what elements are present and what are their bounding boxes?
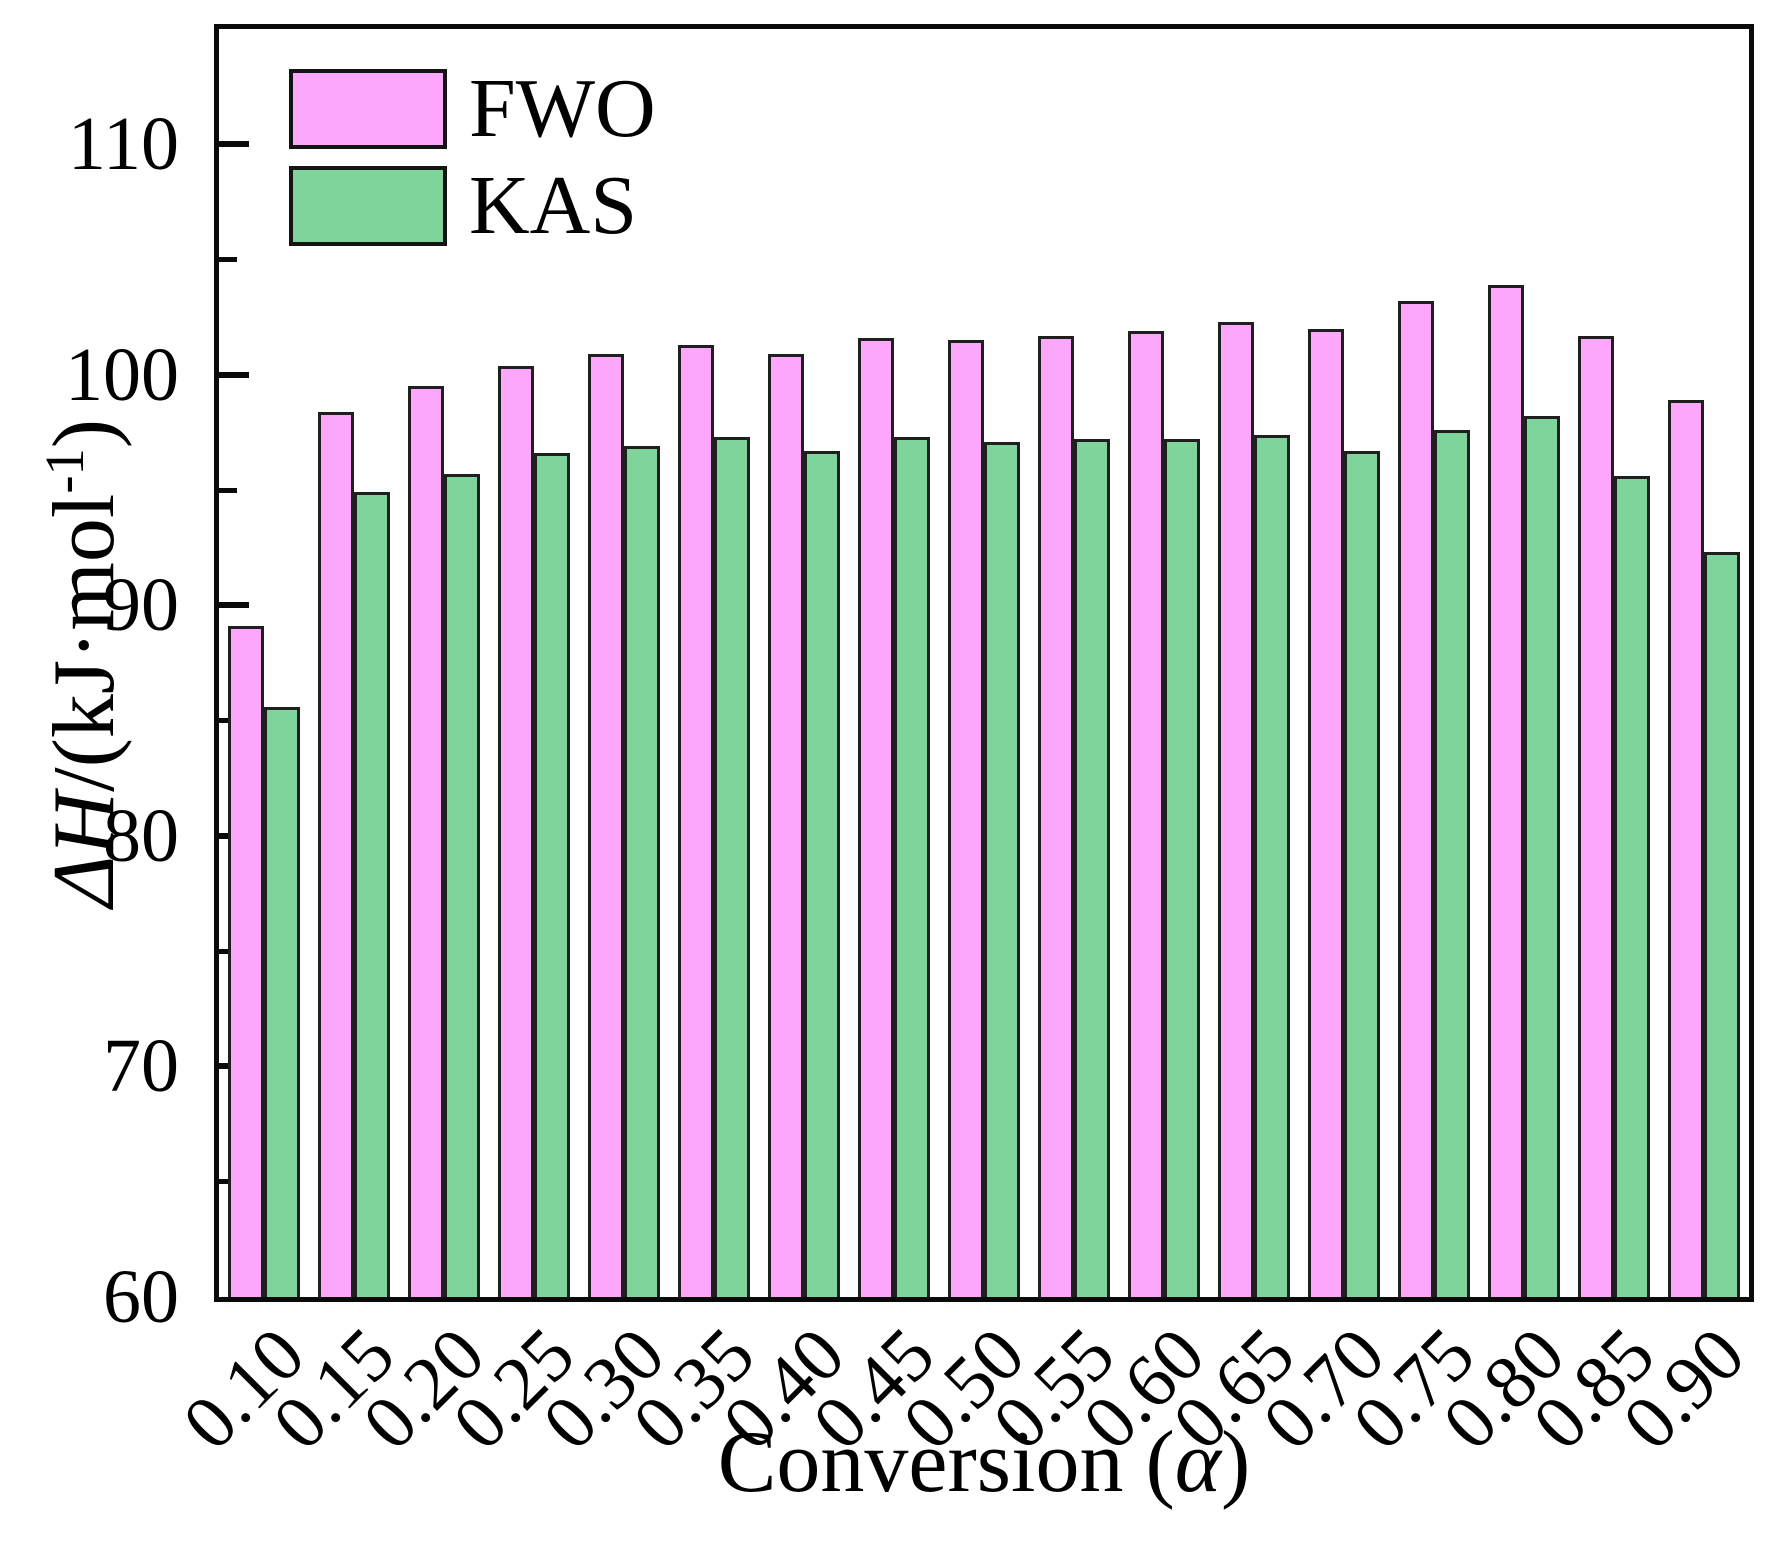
legend-swatch-kas	[289, 166, 447, 246]
y-tick-major-110	[219, 141, 249, 148]
plot-inner: 60 70 80 90 100 110 0.10 0.15 0.20 0.25 0.30 0.35 0.…	[65, 29, 1761, 1465]
bar-kas-0.65	[1254, 434, 1290, 1297]
bar-fwo-0.75	[1398, 301, 1434, 1297]
x-axis-title: Conversion (α)	[219, 1408, 1749, 1518]
bar-kas-0.60	[1164, 439, 1200, 1297]
legend: FWO KAS	[289, 65, 656, 259]
legend-label-fwo: FWO	[469, 62, 656, 155]
y-axis-title-post: )	[36, 418, 133, 449]
bar-kas-0.30	[624, 446, 660, 1297]
x-axis-title-post: )	[1220, 1414, 1251, 1511]
bar-fwo-0.25	[498, 365, 534, 1297]
y-axis-title-sup: -1	[34, 448, 95, 494]
bar-fwo-0.20	[408, 386, 444, 1297]
bar-kas-0.50	[984, 441, 1020, 1297]
plot-area: 60 70 80 90 100 110 0.10 0.15 0.20 0.25 0.30 0.35 0.…	[65, 24, 1761, 1466]
y-tick-label-60: 60	[103, 1255, 179, 1339]
bar-fwo-0.40	[768, 354, 804, 1297]
legend-item-kas: KAS	[289, 162, 656, 250]
bar-fwo-0.35	[678, 344, 714, 1297]
bar-fwo-0.50	[948, 340, 984, 1297]
y-tick-label-110: 110	[67, 102, 179, 187]
bar-kas-0.25	[534, 453, 570, 1297]
bar-fwo-0.85	[1578, 335, 1614, 1297]
bar-kas-0.85	[1614, 476, 1650, 1297]
bar-fwo-0.90	[1668, 400, 1704, 1297]
bar-fwo-0.65	[1218, 321, 1254, 1297]
bar-kas-0.70	[1344, 450, 1380, 1297]
y-tick-label-100: 100	[65, 332, 179, 417]
x-axis-title-alpha: α	[1174, 1414, 1221, 1511]
legend-label-kas: KAS	[469, 159, 638, 252]
bar-kas-0.20	[444, 473, 480, 1297]
bar-fwo-0.15	[318, 411, 354, 1297]
bar-fwo-0.10	[228, 626, 264, 1297]
bar-fwo-0.45	[858, 337, 894, 1297]
bar-fwo-0.55	[1038, 335, 1074, 1297]
y-tick-major-90	[219, 602, 249, 609]
y-tick-major-100	[219, 371, 249, 378]
bar-kas-0.10	[264, 706, 300, 1297]
x-axis-title-pre: Conversion (	[717, 1414, 1175, 1511]
y-tick-label-90: 90	[103, 563, 179, 648]
bar-kas-0.80	[1524, 416, 1560, 1297]
y-tick-label-80: 80	[103, 793, 179, 878]
bar-fwo-0.30	[588, 354, 624, 1297]
bar-fwo-0.70	[1308, 328, 1344, 1297]
bar-fwo-0.60	[1128, 331, 1164, 1297]
y-tick-label-70: 70	[103, 1024, 179, 1109]
bar-kas-0.55	[1074, 439, 1110, 1297]
y-tick-minor-95	[219, 487, 237, 493]
bar-kas-0.40	[804, 450, 840, 1297]
bar-kas-0.35	[714, 437, 750, 1297]
y-tick-minor-105	[219, 257, 237, 263]
legend-item-fwo: FWO	[289, 65, 656, 153]
bar-fwo-0.80	[1488, 284, 1524, 1297]
bar-kas-0.15	[354, 492, 390, 1297]
bar-kas-0.90	[1704, 552, 1740, 1297]
legend-swatch-fwo	[289, 69, 447, 149]
bar-kas-0.45	[894, 437, 930, 1297]
bar-kas-0.75	[1434, 430, 1470, 1297]
